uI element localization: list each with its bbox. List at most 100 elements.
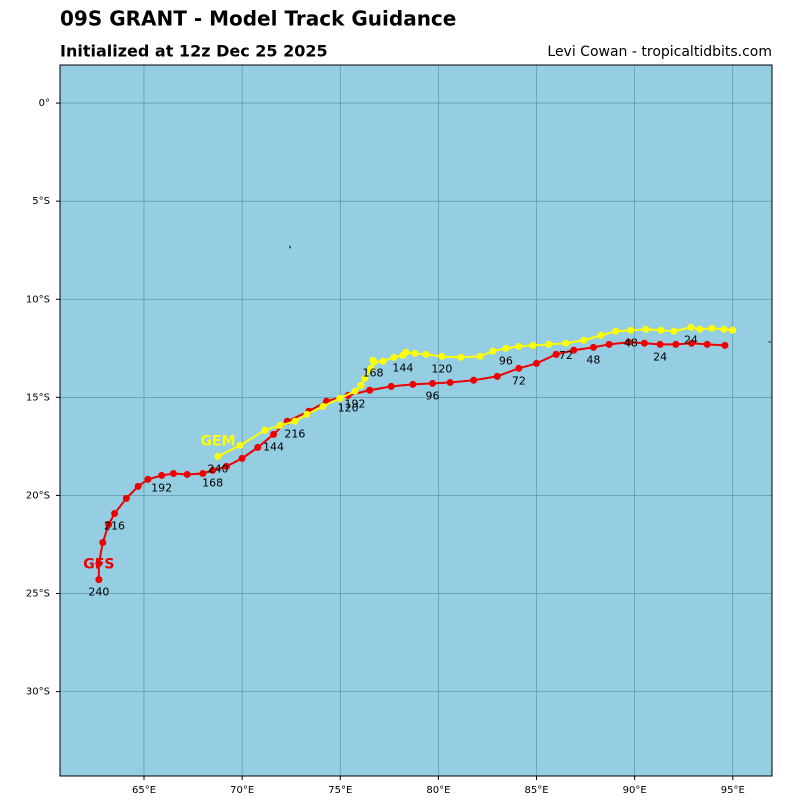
- track-point: [625, 338, 633, 346]
- x-tick-label: 95°E: [721, 785, 745, 796]
- track-point: [367, 364, 375, 372]
- track-point: [351, 387, 359, 395]
- x-tick-label: 75°E: [328, 785, 352, 796]
- track-point: [532, 359, 540, 367]
- hour-label: 216: [284, 427, 305, 440]
- track-point: [612, 327, 620, 335]
- y-tick-label: 15°S: [26, 392, 50, 403]
- track-point: [270, 430, 278, 438]
- track-point: [144, 475, 152, 483]
- track-point: [687, 323, 695, 331]
- track-point: [642, 325, 650, 333]
- y-tick-label: 25°S: [26, 589, 50, 600]
- track-point: [99, 539, 107, 547]
- hour-label: 216: [104, 519, 125, 532]
- track-point: [696, 325, 704, 333]
- x-tick-label: 65°E: [132, 785, 156, 796]
- hour-label: 144: [263, 440, 284, 453]
- x-tick-label: 90°E: [623, 785, 647, 796]
- hour-label: 72: [512, 374, 526, 387]
- credit: Levi Cowan - tropicaltidbits.com: [547, 44, 772, 60]
- hour-label: 168: [202, 476, 223, 489]
- track-point: [199, 469, 207, 477]
- track-point: [515, 342, 523, 350]
- track-point: [209, 466, 217, 474]
- track-point: [236, 441, 244, 449]
- track-point: [562, 339, 570, 347]
- track-point: [222, 462, 230, 470]
- x-tick-label: 70°E: [230, 785, 254, 796]
- hour-label: 120: [431, 362, 452, 375]
- track-point: [640, 339, 648, 347]
- track-point: [672, 340, 680, 348]
- track-point: [319, 402, 327, 410]
- track-point: [493, 372, 501, 380]
- track-point: [515, 364, 523, 372]
- track-point: [379, 357, 387, 365]
- track-point: [158, 471, 166, 479]
- track-point: [390, 353, 398, 361]
- map-background: [60, 65, 772, 776]
- track-point: [254, 443, 262, 451]
- track-point: [729, 326, 737, 334]
- track-point: [627, 326, 635, 334]
- track-point: [134, 482, 142, 490]
- track-point: [580, 336, 588, 344]
- track-point: [122, 494, 130, 502]
- track-point: [457, 353, 465, 361]
- y-tick-label: 0°: [39, 98, 50, 109]
- track-point: [428, 379, 436, 387]
- hour-label: 24: [684, 333, 698, 346]
- track-point: [657, 326, 665, 334]
- plot-frame: [59, 64, 773, 777]
- track-point: [411, 349, 419, 357]
- track-point: [361, 374, 369, 382]
- track-point: [387, 382, 395, 390]
- track-point: [214, 452, 222, 460]
- track-point: [399, 351, 407, 359]
- y-tick-label: 5°S: [32, 196, 50, 207]
- track-point: [476, 352, 484, 360]
- hour-label: 240: [88, 586, 109, 599]
- track-point: [438, 352, 446, 360]
- x-tick-label: 80°E: [426, 785, 450, 796]
- track-point: [597, 331, 605, 339]
- track-point: [446, 378, 454, 386]
- track-point: [720, 325, 728, 333]
- hour-label: 96: [425, 389, 439, 402]
- model-name: GEM: [200, 433, 235, 449]
- track-point: [261, 426, 269, 434]
- hour-label: 192: [344, 397, 365, 410]
- track-point: [552, 350, 560, 358]
- track-point: [670, 327, 678, 335]
- hour-label: 72: [559, 349, 573, 362]
- track-point: [95, 576, 103, 584]
- track-point: [169, 469, 177, 477]
- track-point: [95, 560, 103, 568]
- hour-label: 96: [499, 354, 513, 367]
- track-point: [276, 421, 284, 429]
- track-point: [545, 340, 553, 348]
- y-tick-label: 20°S: [26, 490, 50, 501]
- track-point: [183, 470, 191, 478]
- track-point: [105, 520, 113, 528]
- x-tick-label: 85°E: [524, 785, 548, 796]
- track-point: [605, 340, 613, 348]
- track-point: [111, 509, 119, 517]
- hour-label: 144: [392, 361, 413, 374]
- track-point: [688, 339, 696, 347]
- y-tick-label: 30°S: [26, 687, 50, 698]
- chart-title: 09S GRANT - Model Track Guidance: [60, 7, 456, 31]
- hour-label: 192: [151, 481, 172, 494]
- track-point: [357, 381, 365, 389]
- track-point: [721, 341, 729, 349]
- hour-label: 48: [586, 353, 600, 366]
- track-point: [529, 341, 537, 349]
- track-point: [489, 347, 497, 355]
- y-tick-label: 10°S: [26, 294, 50, 305]
- chart-subtitle: Initialized at 12z Dec 25 2025: [60, 42, 328, 61]
- track-point: [238, 454, 246, 462]
- track-point: [409, 380, 417, 388]
- track-point: [656, 340, 664, 348]
